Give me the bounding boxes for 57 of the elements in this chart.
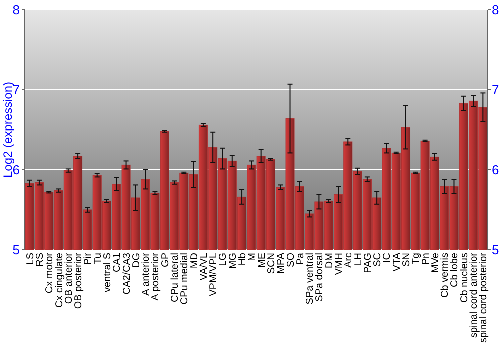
x-tick-label: spinal cord posterior — [478, 252, 490, 344]
y-tick-label: 6 — [12, 162, 20, 178]
x-tick-label: SPa dorsal — [314, 253, 326, 302]
x-tick-label: Tu — [92, 253, 104, 264]
y-tick-label: 8 — [12, 2, 20, 18]
x-tick-label: PAG — [362, 252, 374, 274]
x-tick-label: MD — [189, 253, 200, 269]
x-tick-label: A posterior — [150, 252, 162, 301]
x-tick-label: SPa ventral — [305, 253, 316, 305]
y2-tick-label: 8 — [492, 2, 500, 18]
x-tick-label: Arc — [344, 253, 355, 268]
x-tick-label: OB anterior — [64, 252, 75, 304]
x-tick-label: MVe — [430, 252, 442, 274]
x-tick-label: Hb — [238, 252, 249, 266]
x-tick-label: Pa — [295, 252, 306, 266]
x-tick-label: GP — [160, 252, 172, 268]
x-tick-label: CA1 — [112, 252, 124, 272]
x-tick-label: DM — [324, 253, 336, 269]
x-tick-label: SC — [372, 253, 384, 267]
x-tick-label: LS — [25, 252, 36, 266]
x-tick-label: SN — [402, 253, 413, 267]
x-tick-label: LG — [218, 252, 230, 266]
y2-tick-label: 5 — [492, 242, 500, 258]
x-tick-label: SCN — [266, 253, 278, 274]
x-tick-label: MPA — [276, 252, 288, 274]
x-tick-label: Cx cingulate — [54, 252, 66, 308]
x-tick-label: DG — [131, 252, 142, 268]
y2-tick-label: 6 — [492, 162, 500, 178]
y-tick-label: 7 — [12, 82, 20, 98]
x-tick-label: A anterior — [141, 252, 152, 296]
x-tick-label: Pn — [420, 253, 432, 266]
x-tick-label: CPu lateral — [170, 253, 182, 302]
y-axis-title: Log2 (expression) — [1, 82, 15, 178]
y2-tick-label: 7 — [492, 82, 500, 98]
x-tick-label: Cb nucleus — [459, 253, 470, 304]
x-tick-label: SO — [286, 252, 297, 268]
x-tick-label: VPM/VPL — [208, 252, 220, 296]
y-tick-label: 5 — [12, 242, 20, 258]
x-tick-label: CA2/CA3 — [122, 252, 133, 295]
x-tick-label: ME — [256, 252, 268, 268]
x-tick-label: M — [247, 253, 258, 262]
x-tick-label: VA/VL — [198, 252, 210, 281]
x-tick-label: CPu medial — [180, 253, 191, 305]
x-tick-label: Cx motor — [44, 252, 56, 294]
x-tick-label: Cb lobe — [450, 252, 461, 288]
x-tick-label: Tg — [411, 253, 422, 265]
x-tick-label: OB posterior — [74, 252, 85, 310]
x-tick-label: LH — [353, 253, 364, 266]
x-tick-label: RS — [34, 252, 46, 267]
x-tick-label: spinal cord anterior — [469, 252, 480, 338]
x-tick-label: VTA — [392, 252, 403, 272]
x-tick-label: ventral S — [102, 252, 114, 292]
x-tick-label: Pir — [83, 252, 94, 266]
x-tick-label: Cb vermis — [440, 253, 452, 298]
x-tick-label: VMH — [334, 253, 345, 276]
x-tick-label: MG — [228, 252, 239, 270]
x-tick-label: IC — [382, 253, 394, 263]
